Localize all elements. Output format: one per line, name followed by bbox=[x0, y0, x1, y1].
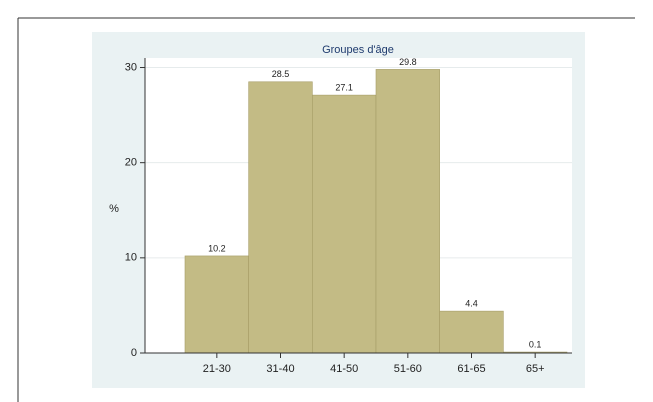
chart-title: Groupes d'âge bbox=[322, 44, 394, 56]
x-tick-label: 21-30 bbox=[203, 363, 231, 375]
value-label: 10.2 bbox=[208, 243, 226, 253]
bar bbox=[184, 255, 249, 354]
value-label: 4.4 bbox=[465, 299, 478, 309]
y-axis-label: % bbox=[109, 203, 119, 215]
bar bbox=[375, 69, 440, 354]
x-tick-label: 31-40 bbox=[266, 363, 294, 375]
value-label: 29.8 bbox=[399, 57, 417, 67]
bar bbox=[248, 81, 313, 354]
bar bbox=[439, 310, 504, 354]
y-tick-label: 0 bbox=[131, 347, 137, 359]
x-tick-label: 65+ bbox=[526, 363, 545, 375]
x-tick-label: 41-50 bbox=[330, 363, 358, 375]
bar bbox=[312, 94, 377, 354]
x-tick-label: 61-65 bbox=[457, 363, 485, 375]
y-tick-label: 10 bbox=[125, 252, 137, 264]
value-label: 27.1 bbox=[335, 82, 353, 92]
value-label: 28.5 bbox=[272, 69, 290, 79]
x-tick-label: 51-60 bbox=[394, 363, 422, 375]
value-label: 0.1 bbox=[529, 339, 542, 349]
y-tick-label: 30 bbox=[125, 61, 137, 73]
y-tick-label: 20 bbox=[125, 157, 137, 169]
